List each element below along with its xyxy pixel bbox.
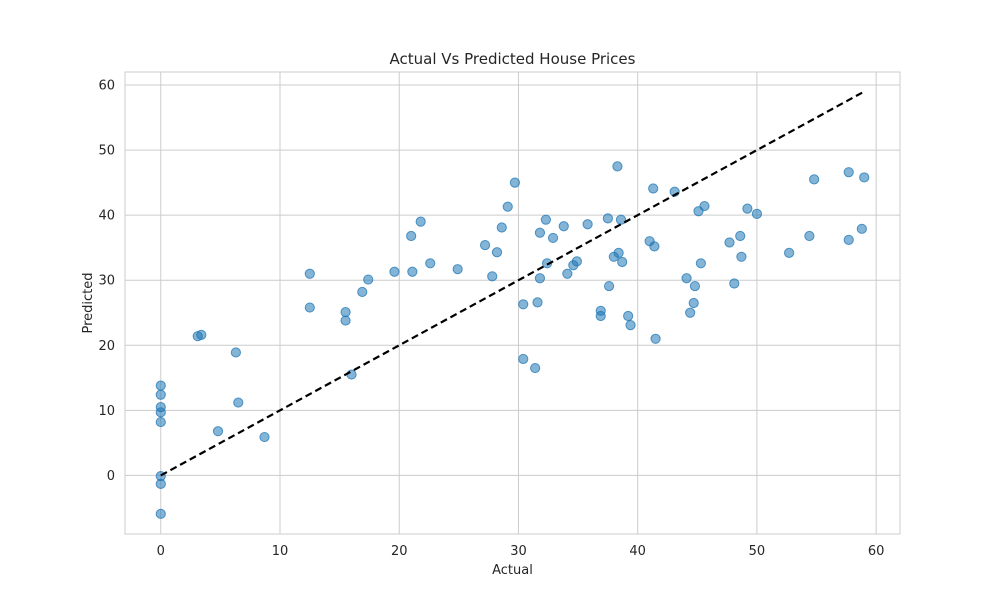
x-tick-label: 40 [629,544,646,559]
data-point [681,273,692,284]
data-point [496,222,507,233]
data-point [155,478,166,489]
x-tick-label: 50 [749,544,766,559]
chart-title: Actual Vs Predicted House Prices [390,50,636,68]
data-point [615,214,627,225]
data-point [724,237,735,248]
data-point [617,256,628,268]
data-point [534,227,546,238]
data-point [688,297,699,309]
data-point [155,407,166,418]
data-point [843,167,854,178]
data-point [804,230,815,242]
data-point [695,258,706,269]
data-point [582,219,593,230]
data-point [518,299,529,310]
data-point [742,203,753,214]
data-point [518,353,529,365]
data-point [340,307,351,318]
data-point [155,416,166,428]
data-point [259,431,270,443]
x-tick-label: 10 [272,544,289,559]
data-point [729,278,740,289]
data-point [612,161,623,172]
data-point [389,266,400,277]
data-point [859,172,870,183]
reference-line [160,90,865,477]
data-points [155,161,870,519]
data-point [532,297,543,308]
plot-area [124,71,901,535]
data-point [540,214,551,225]
data-point [407,266,418,277]
data-point [233,397,244,408]
data-point [751,208,763,219]
data-point [155,380,166,391]
data-point [304,268,315,279]
data-point [602,213,613,224]
data-point [649,241,660,252]
data-point [736,251,747,262]
data-point [534,273,546,284]
data-point [685,307,696,318]
data-point [562,268,573,279]
y-tick-label: 20 [98,339,115,354]
data-point [491,247,503,258]
y-tick-label: 40 [98,209,115,224]
y-tick-label: 0 [107,469,115,484]
data-point [406,230,417,242]
data-point [196,329,207,340]
x-axis-label: Actual [492,563,533,578]
data-point [346,369,357,380]
data-point [856,223,867,234]
data-point [625,320,636,331]
data-point [230,347,241,358]
data-point [304,302,315,313]
data-point [603,280,615,292]
data-point [487,271,498,282]
data-point [357,286,368,298]
data-point [571,256,582,267]
data-point [595,310,606,322]
data-point [479,239,491,251]
data-point [363,274,374,285]
data-point [809,174,820,185]
data-point [340,315,351,326]
y-axis-label: Predicted [81,272,96,333]
data-point [784,247,795,258]
grid [125,72,900,534]
data-point [613,247,624,258]
x-tick-label: 20 [391,544,408,559]
y-tick-label: 10 [98,404,115,419]
data-point [558,221,569,232]
x-tick-label: 0 [157,544,165,559]
data-point [689,280,701,292]
data-point [509,177,520,188]
y-tick-label: 50 [98,144,115,159]
data-point [415,216,426,227]
data-point [648,183,659,194]
data-point [155,389,166,400]
tick-labels: 0 10 20 30 40 50 60 0 10 20 30 40 50 60 [98,79,884,559]
x-tick-label: 30 [510,544,527,559]
data-point [502,201,513,212]
data-point [650,333,661,344]
data-point [735,230,746,242]
data-point [212,426,224,437]
data-point [547,232,559,244]
data-point [530,362,541,374]
data-point [425,258,436,269]
data-point [452,264,463,275]
x-tick-label: 60 [868,544,885,559]
data-point [843,234,854,245]
y-tick-label: 60 [98,79,115,94]
y-tick-label: 30 [98,274,115,289]
data-point [623,310,634,322]
data-point [699,200,710,212]
data-point [155,508,166,519]
